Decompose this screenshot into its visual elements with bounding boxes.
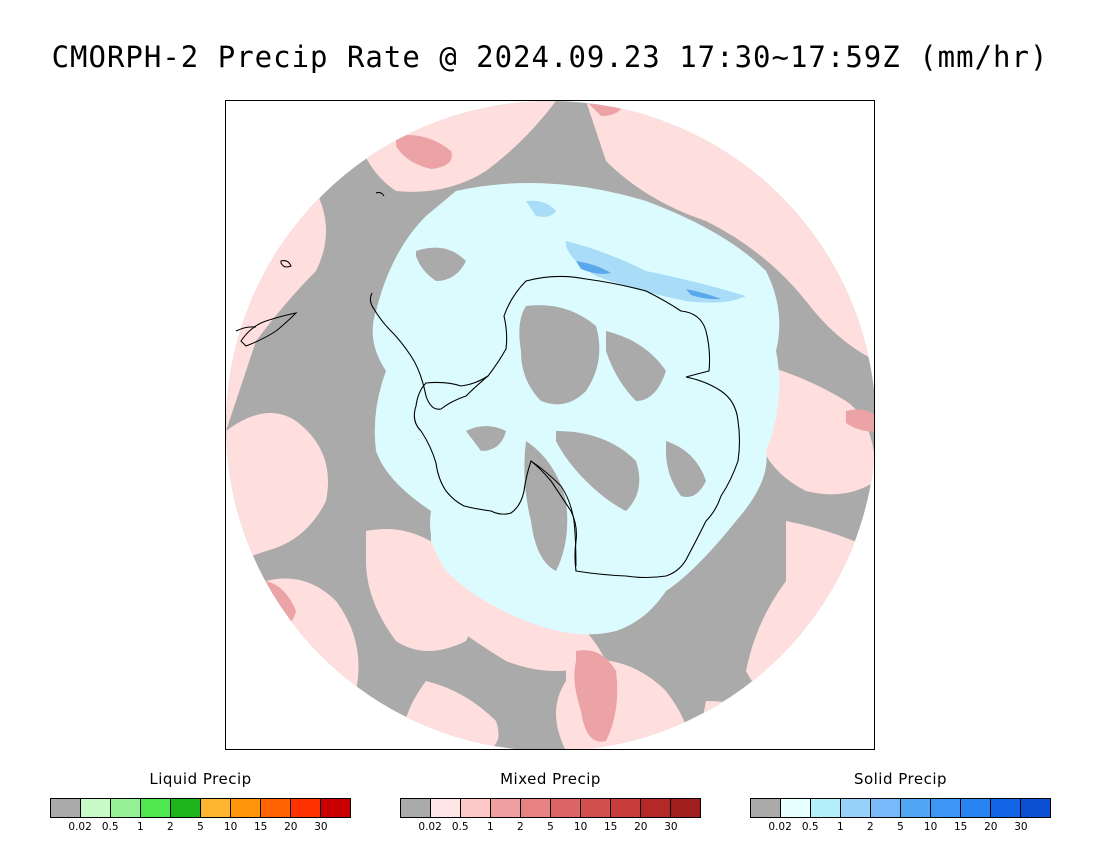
legend-swatch [81, 799, 111, 817]
mixed-precip-legend: Mixed Precip 0.02 0.5 1 2 5 10 15 20 30 [400, 770, 701, 835]
no-precip-streaks [416, 247, 706, 571]
legend-swatch [581, 799, 611, 817]
legend-swatch [901, 799, 931, 817]
antarctic-peninsula [369, 292, 489, 410]
legend-tick: 20 [984, 821, 998, 833]
legend-tick: 0.5 [451, 821, 469, 833]
legend-tick: 30 [1014, 821, 1028, 833]
legend-swatch [231, 799, 261, 817]
legend-swatch [991, 799, 1021, 817]
ross-ice-shelf [530, 460, 577, 567]
legend-swatch [751, 799, 781, 817]
legend-tick: 10 [223, 821, 238, 833]
legend-swatches [750, 798, 1051, 818]
legend-tick: 30 [664, 821, 678, 833]
legend-tick: 1 [136, 821, 144, 833]
legend-tick: 0.02 [418, 821, 442, 833]
legend-tick: 10 [923, 821, 938, 833]
legend-tick: 1 [836, 821, 844, 833]
legend-swatch [611, 799, 641, 817]
legend-swatch [551, 799, 581, 817]
legend-tick: 15 [954, 821, 968, 833]
legend-swatch [961, 799, 991, 817]
legend-swatch [111, 799, 141, 817]
legend-title: Liquid Precip [149, 770, 252, 788]
legend-swatch [931, 799, 961, 817]
legend-tick: 0.02 [68, 821, 92, 833]
legend-swatch [491, 799, 521, 817]
legend-swatches [50, 798, 351, 818]
legend-tick: 2 [867, 821, 874, 833]
legend-tick: 5 [897, 821, 904, 833]
legend-swatch [781, 799, 811, 817]
solid-precip-moderate [526, 200, 746, 303]
solid-precip-heavy [576, 261, 721, 300]
legend-tick: 2 [517, 821, 524, 833]
legend-swatch [461, 799, 491, 817]
legend-tick: 15 [604, 821, 618, 833]
legend-tick: 2 [167, 821, 174, 833]
legend-swatch [1021, 799, 1050, 817]
legend-tick: 30 [314, 821, 328, 833]
legend-swatch [261, 799, 291, 817]
legend-tick: 0.5 [101, 821, 119, 833]
legend-swatch [141, 799, 171, 817]
legend-swatch [171, 799, 201, 817]
legend-tick: 10 [573, 821, 588, 833]
legend-swatch [641, 799, 671, 817]
liquid-precip-legend: Liquid Precip 0.02 0.5 1 2 5 10 15 20 30 [50, 770, 351, 835]
antarctica-coastline [413, 275, 741, 579]
legend-tick: 5 [197, 821, 204, 833]
legend-tick: 20 [634, 821, 648, 833]
legend-swatch [871, 799, 901, 817]
legend-swatch [401, 799, 431, 817]
precip-map [225, 100, 875, 750]
mixed-precip-moderate [265, 101, 874, 742]
legend-tick: 1 [486, 821, 494, 833]
legend-swatch [321, 799, 350, 817]
page-title: CMORPH-2 Precip Rate @ 2024.09.23 17:30~… [51, 40, 1049, 74]
legend-swatch [811, 799, 841, 817]
legend-tick: 20 [284, 821, 298, 833]
legend-tick: 0.02 [768, 821, 792, 833]
legend-ticks: 0.02 0.5 1 2 5 10 15 20 30 [400, 821, 701, 835]
legend-tick: 0.5 [801, 821, 819, 833]
legend-swatch [201, 799, 231, 817]
legend-swatches [400, 798, 701, 818]
legend-ticks: 0.02 0.5 1 2 5 10 15 20 30 [50, 821, 351, 835]
legend-swatch [51, 799, 81, 817]
solid-precip-legend: Solid Precip 0.02 0.5 1 2 5 10 15 20 30 [750, 770, 1051, 835]
legend-swatch [431, 799, 461, 817]
legend-swatch [291, 799, 321, 817]
south-america-tip [235, 191, 385, 347]
legend-tick: 5 [547, 821, 554, 833]
legend-swatch [671, 799, 700, 817]
legend-title: Mixed Precip [500, 770, 601, 788]
legend-tick: 15 [254, 821, 268, 833]
legend-title: Solid Precip [853, 770, 948, 788]
legend-swatch [841, 799, 871, 817]
legend-ticks: 0.02 0.5 1 2 5 10 15 20 30 [750, 821, 1051, 835]
legend-swatch [521, 799, 551, 817]
